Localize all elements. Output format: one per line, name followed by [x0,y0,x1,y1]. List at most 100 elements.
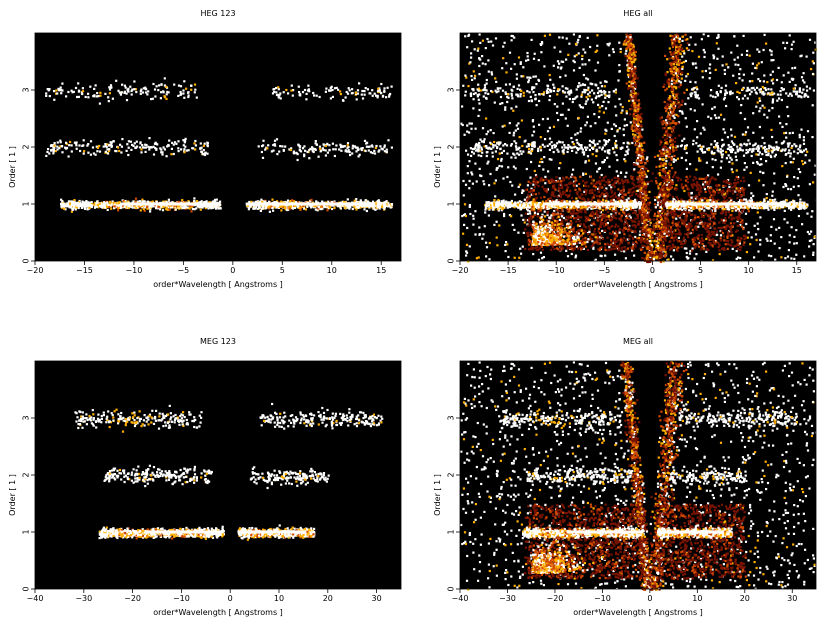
heatmap-cell [298,86,300,88]
heatmap-cell [391,147,393,149]
heatmap-cell [277,94,279,96]
heatmap-cell [384,150,386,152]
heatmap-cell [606,157,608,159]
heatmap-cell [471,40,473,42]
heatmap-cell [95,84,97,86]
heatmap-cell [672,138,674,140]
heatmap-cell [127,154,129,156]
heatmap-cell [462,180,464,182]
heatmap-cell [109,88,111,90]
heatmap-cell [383,90,385,92]
heatmap-cell [664,107,666,109]
heatmap-cell [812,60,814,62]
heatmap-cell [495,179,497,181]
heatmap-cell [787,188,789,190]
heatmap-cell [539,161,541,163]
heatmap-cell [655,177,657,179]
heatmap-cell [362,97,364,99]
heatmap-cell [294,207,296,209]
heatmap-cell [106,146,108,148]
heatmap-cell [491,152,493,154]
heatmap-cell [738,73,740,75]
heatmap-cell [698,56,700,58]
heatmap-cell [283,91,285,93]
heatmap-cell [748,231,750,233]
heatmap-cell [145,147,147,149]
heatmap-cell [71,200,73,202]
heatmap-cell [65,142,67,144]
heatmap-cell [485,117,487,119]
heatmap-cell [491,73,493,75]
heatmap-cell [621,109,623,111]
heatmap-cell [624,118,626,120]
heatmap-cell [89,86,91,88]
heatmap-cell [195,144,197,146]
heatmap-cell [752,63,754,65]
heatmap-cell [470,128,472,130]
heatmap-cell [549,138,551,140]
heatmap-cell [703,49,705,51]
heatmap-cell [640,187,642,189]
heatmap-cell [60,141,62,143]
heatmap-cell [689,163,691,165]
heatmap-cell [527,59,529,61]
heatmap-cell [113,140,115,142]
heatmap-cell [596,34,598,36]
heatmap-cell [325,154,327,156]
heatmap-cell [119,144,121,146]
heatmap-cell [615,114,617,116]
heatmap-cell [510,68,512,70]
heatmap-cell [553,126,555,128]
heatmap-cell [685,117,687,119]
heatmap-cell [686,89,688,91]
heatmap-cell [666,88,668,90]
heatmap-cell [134,142,136,144]
heatmap-cell [802,163,804,165]
heatmap-cell [778,115,780,117]
heatmap-cell [684,34,686,36]
heatmap-cell [559,162,561,164]
heatmap-cell [340,93,342,95]
heatmap-cell [571,174,573,176]
heatmap-cell [722,64,724,66]
heatmap-cell [520,214,522,216]
heatmap-cell [196,200,198,202]
heatmap-cell [565,75,567,77]
heatmap-cell [465,215,467,217]
heatmap-cell [90,154,92,156]
heatmap-cell [140,148,142,150]
y-tick-label: 3 [22,87,31,92]
heatmap-cell [166,155,168,157]
heatmap-cell [378,149,380,151]
heatmap-cell [168,199,170,201]
heatmap-cell [262,140,264,142]
heatmap-cell [504,125,506,127]
heatmap-cell [493,132,495,134]
heatmap-cell [655,256,657,258]
heatmap-cell [492,44,494,46]
heatmap-cell [623,41,625,43]
heatmap-cell [514,194,516,196]
heatmap-cell [479,109,481,111]
heatmap-cell [470,57,472,59]
heatmap-cell [325,91,327,93]
heatmap-cell [384,204,386,206]
heatmap-cell [325,145,327,147]
heatmap-cell [331,86,333,88]
heatmap-cell [170,153,172,155]
heatmap-cell [772,59,774,61]
heatmap-cell [691,50,693,52]
heatmap-cell [471,79,473,81]
heatmap-cell [806,213,808,215]
heatmap-cell [795,254,797,256]
heatmap-cell [184,206,186,208]
heatmap-cell [775,229,777,231]
heatmap-cell [474,233,476,235]
heatmap-cell [56,146,58,148]
heatmap-cell [599,106,601,108]
heatmap-cell [639,107,641,109]
heatmap-cell [339,205,341,207]
heatmap-cell [793,158,795,160]
heatmap-cell [579,67,581,69]
heatmap-cell [484,211,486,213]
